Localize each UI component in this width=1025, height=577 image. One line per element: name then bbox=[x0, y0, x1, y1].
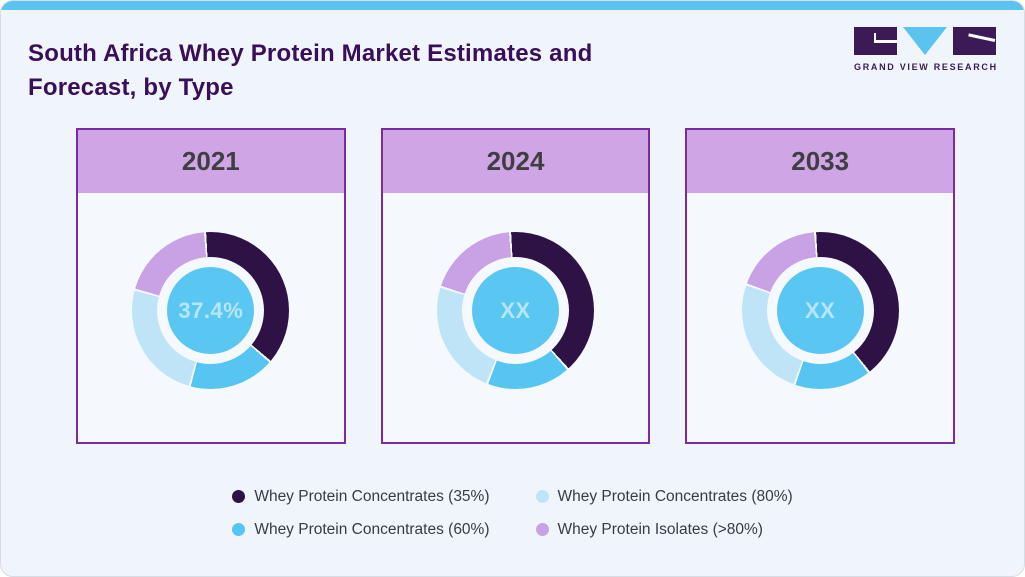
legend-dot-icon bbox=[535, 523, 549, 536]
card-year-header: 2033 bbox=[687, 130, 954, 193]
donut-center-value: XX bbox=[472, 267, 559, 354]
donut-chart-2024: XX bbox=[437, 232, 594, 389]
legend-grid: Whey Protein Concentrates (35%) Whey Pro… bbox=[232, 480, 793, 546]
page-title: South Africa Whey Protein Market Estimat… bbox=[28, 40, 593, 102]
chart-legend: Whey Protein Concentrates (35%) Whey Pro… bbox=[1, 480, 1024, 546]
donut-center-value: 37.4% bbox=[167, 267, 255, 354]
donut-chart-2033: XX bbox=[741, 232, 899, 389]
logo-r-block-icon bbox=[953, 27, 996, 55]
logo-g-block-icon bbox=[854, 27, 897, 55]
logo-text: GRAND VIEW RESEARCH bbox=[854, 62, 998, 72]
card-2024: 2024 XX bbox=[380, 128, 651, 444]
donut-center-value: XX bbox=[776, 267, 864, 354]
legend-dot-icon bbox=[232, 490, 246, 503]
card-body: 37.4% bbox=[78, 193, 344, 442]
card-year-header: 2024 bbox=[382, 130, 649, 193]
card-body: XX bbox=[383, 193, 649, 442]
gvr-logo: GRAND VIEW RESEARCH bbox=[854, 27, 996, 72]
donut-cards-row: 2021 37.4% 2024 XX 2033 bbox=[76, 128, 956, 444]
legend-label: Whey Protein Isolates (>80%) bbox=[557, 520, 763, 538]
legend-label: Whey Protein Concentrates (80%) bbox=[557, 487, 793, 505]
legend-item-concentrates-60: Whey Protein Concentrates (60%) bbox=[232, 520, 490, 539]
logo-v-triangle-icon bbox=[903, 27, 947, 55]
donut-chart-2021: 37.4% bbox=[132, 232, 290, 389]
legend-item-concentrates-35: Whey Protein Concentrates (35%) bbox=[232, 487, 490, 506]
legend-item-concentrates-80: Whey Protein Concentrates (80%) bbox=[535, 487, 793, 506]
card-2033: 2033 XX bbox=[685, 128, 956, 444]
top-accent-bar bbox=[1, 1, 1024, 10]
card-year-header: 2021 bbox=[78, 130, 344, 193]
card-2021: 2021 37.4% bbox=[76, 128, 346, 444]
card-body: XX bbox=[687, 193, 953, 442]
legend-dot-icon bbox=[535, 490, 549, 503]
legend-label: Whey Protein Concentrates (60%) bbox=[254, 520, 490, 538]
legend-item-isolates-80: Whey Protein Isolates (>80%) bbox=[535, 520, 793, 539]
legend-dot-icon bbox=[232, 523, 246, 536]
legend-label: Whey Protein Concentrates (35%) bbox=[254, 487, 490, 505]
gvr-logo-marks bbox=[854, 27, 996, 55]
